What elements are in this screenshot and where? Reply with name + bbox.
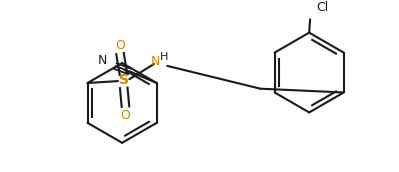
Text: N: N (98, 54, 107, 67)
Text: N: N (151, 55, 161, 68)
Text: H: H (160, 52, 169, 62)
Text: O: O (115, 39, 125, 52)
Text: O: O (120, 109, 130, 122)
Text: Cl: Cl (316, 1, 328, 14)
Text: S: S (119, 73, 128, 87)
